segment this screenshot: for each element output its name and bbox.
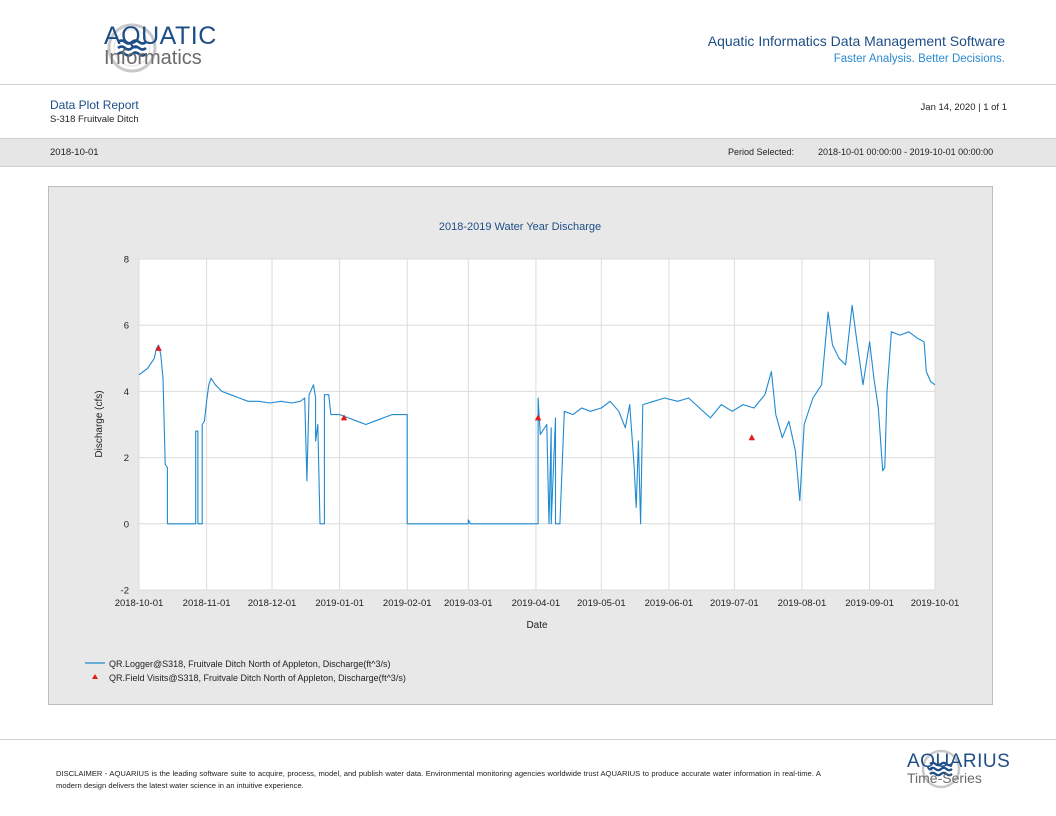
x-axis-label: Date	[526, 620, 548, 631]
discharge-chart: -2 0 2 4 6 8 2018-10-01 2018-11-01 2018-12-01 20…	[85, 221, 960, 683]
legend: QR.Logger@S318, Fruitvale Ditch North of…	[85, 659, 406, 683]
footer-divider	[0, 739, 1056, 740]
brand-subname: Informatics	[104, 47, 202, 69]
x-tick-label: 2019-04-01	[512, 598, 561, 609]
aquatic-informatics-logo-icon	[107, 23, 157, 73]
y-axis-label: Discharge (cfs)	[94, 390, 105, 457]
y-tick-label: 0	[124, 519, 129, 530]
plot-area	[139, 259, 935, 590]
product-name: AQUARIUS	[907, 751, 1011, 772]
y-tick-label: 8	[124, 255, 129, 266]
x-tick-label: 2019-01-01	[315, 598, 364, 609]
band-start-date: 2018-10-01	[50, 147, 99, 158]
field-visit-marker	[748, 434, 756, 441]
x-tick-label: 2018-11-01	[183, 598, 231, 609]
x-tick-label: 2018-10-01	[115, 598, 164, 609]
aquarius-logo-icon	[921, 749, 961, 789]
series-line-logger	[138, 304, 936, 525]
x-tick-label: 2019-06-01	[645, 598, 694, 609]
field-visit-marker	[155, 344, 162, 351]
field-visit-marker	[534, 414, 542, 421]
legend-entry-field-visits: QR.Field Visits@S318, Fruitvale Ditch No…	[109, 673, 406, 683]
y-tick-label: 4	[124, 387, 129, 398]
x-tick-label: 2019-02-01	[383, 598, 432, 609]
report-location: S-318 Fruitvale Ditch	[50, 114, 139, 125]
legend-marker-swatch	[92, 674, 98, 679]
period-selected-label: Period Selected:	[728, 147, 795, 157]
x-tick-label: 2019-07-01	[710, 598, 759, 609]
software-title: Aquatic Informatics Data Management Soft…	[707, 33, 1005, 49]
brand-name: AQUATIC	[104, 22, 217, 50]
y-tick-label: 6	[124, 321, 129, 332]
tagline: Faster Analysis. Better Decisions.	[833, 53, 1005, 65]
y-tick-label: -2	[121, 586, 129, 597]
x-tick-label: 2019-08-01	[778, 598, 827, 609]
chart-title: 2018-2019 Water Year Discharge	[439, 221, 601, 233]
product-subname: Time-Series	[907, 770, 982, 786]
header-divider	[0, 84, 1056, 85]
x-tick-label: 2019-05-01	[577, 598, 626, 609]
x-tick-label: 2019-09-01	[845, 598, 894, 609]
disclaimer: DISCLAIMER - AQUARIUS is the leading sof…	[56, 769, 821, 790]
legend-entry-logger: QR.Logger@S318, Fruitvale Ditch North of…	[109, 659, 391, 669]
period-band	[0, 138, 1056, 167]
field-visit-marker	[340, 414, 348, 421]
report-date-page: Jan 14, 2020 | 1 of 1	[920, 102, 1007, 113]
x-tick-label: 2019-10-01	[911, 598, 960, 609]
x-tick-label: 2019-03-01	[444, 598, 493, 609]
period-selected-value: 2018-10-01 00:00:00 - 2019-10-01 00:00:0…	[818, 147, 994, 157]
chart-panel: -2 0 2 4 6 8 2018-10-01 2018-11-01 2018-12-01 20…	[48, 186, 993, 705]
report-title: Data Plot Report	[50, 98, 139, 112]
y-tick-label: 2	[124, 453, 129, 464]
x-tick-label: 2018-12-01	[248, 598, 297, 609]
